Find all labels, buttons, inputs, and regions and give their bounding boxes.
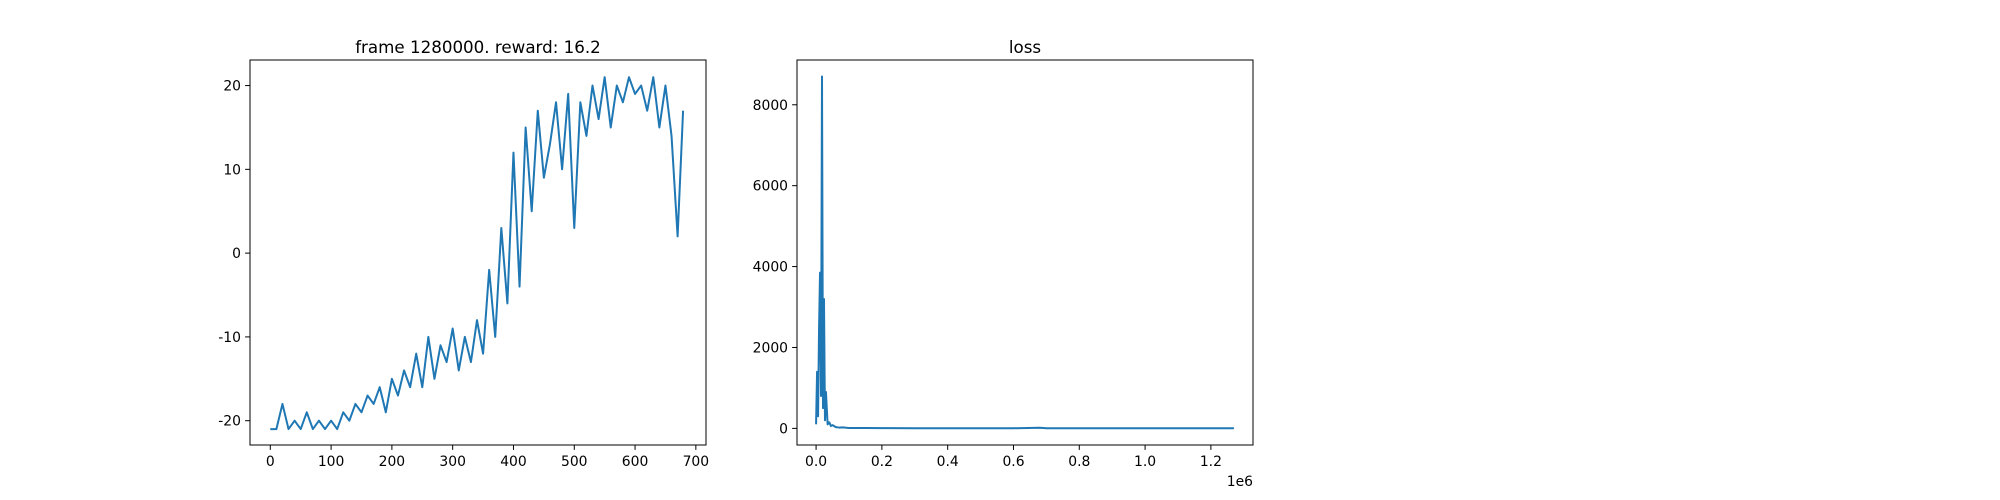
x-tick-label: 1.0 — [1134, 454, 1156, 470]
axes-frame — [796, 59, 1254, 446]
x-tick-label: 200 — [379, 454, 406, 470]
x-tick-label: 0 — [266, 454, 275, 470]
data-line — [270, 76, 685, 431]
y-tick-label: 10 — [223, 162, 241, 178]
x-tick-label: 0.8 — [1068, 454, 1090, 470]
x-tick-label: 600 — [622, 454, 649, 470]
axes-frame — [249, 59, 707, 446]
x-tick-label: 0.2 — [871, 454, 893, 470]
x-offset-label: 1e6 — [1227, 474, 1253, 490]
x-tick-label: 500 — [561, 454, 588, 470]
y-tick-label: 20 — [223, 79, 241, 95]
x-tick-label: 300 — [439, 454, 466, 470]
y-tick-label: 2000 — [753, 340, 788, 356]
x-tick-label: 0.6 — [1002, 454, 1024, 470]
y-tick-label: 0 — [779, 421, 788, 437]
chart-title: loss — [1009, 37, 1041, 57]
x-tick-label: 1.2 — [1200, 454, 1222, 470]
y-tick-label: 6000 — [753, 179, 788, 195]
chart-title: frame 1280000. reward: 16.2 — [355, 37, 601, 57]
x-tick-label: 700 — [683, 454, 710, 470]
x-tick-label: 100 — [318, 454, 345, 470]
x-tick-label: 0.4 — [937, 454, 959, 470]
data-line — [815, 75, 1234, 430]
y-tick-label: 4000 — [753, 260, 788, 276]
y-tick-label: 8000 — [753, 98, 788, 114]
x-tick-label: 400 — [500, 454, 527, 470]
x-tick-label: 0.0 — [805, 454, 827, 470]
y-tick-label: 0 — [232, 246, 241, 262]
y-tick-label: -10 — [218, 330, 241, 346]
y-tick-label: -20 — [218, 414, 241, 430]
